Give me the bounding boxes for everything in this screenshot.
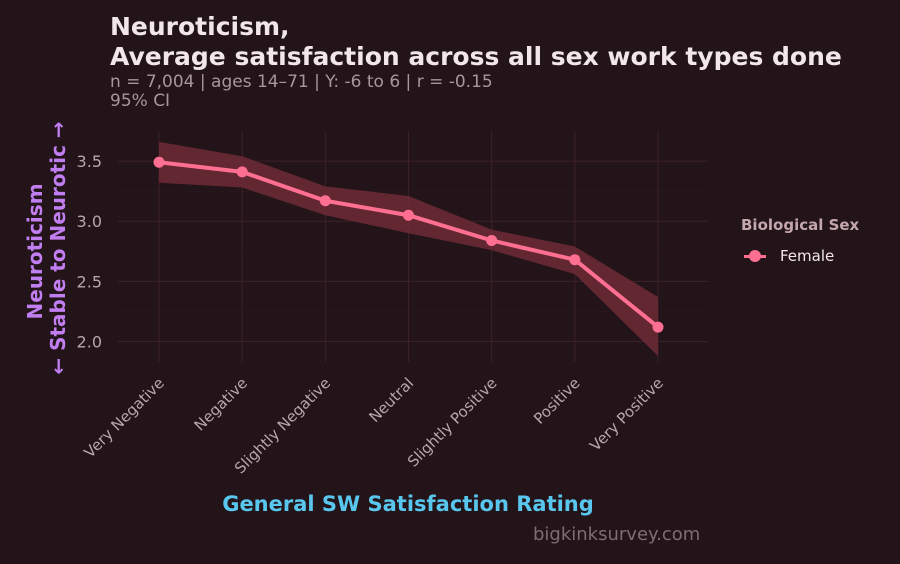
data-point-2 — [319, 195, 331, 207]
series-point-layer — [153, 156, 664, 333]
y-axis-label-line2: ← Stable to Neurotic → — [46, 121, 70, 374]
data-point-1 — [236, 166, 248, 178]
y-tick-label-3: 3.5 — [77, 152, 102, 171]
legend-item-female: Female — [742, 246, 834, 266]
legend-key-icon — [742, 246, 768, 266]
y-axis-label: Neuroticism ← Stable to Neurotic → — [23, 121, 70, 374]
chart-subtitle: n = 7,004 | ages 14–71 | Y: -6 to 6 | r … — [110, 73, 493, 111]
x-tick-label-6: Very Positive — [586, 374, 667, 455]
confidence-ribbon — [159, 141, 658, 356]
legend-item-label: Female — [780, 247, 835, 265]
y-tick-label-1: 2.5 — [77, 272, 102, 291]
data-point-4 — [486, 234, 498, 246]
y-axis-label-line1: Neuroticism — [23, 183, 47, 319]
chart-title-line1: Neuroticism, — [110, 12, 290, 41]
y-tick-label-0: 2.0 — [77, 333, 102, 352]
x-tick-label-3: Neutral — [365, 374, 417, 426]
chart-title-line2: Average satisfaction across all sex work… — [110, 42, 842, 71]
data-point-0 — [153, 156, 165, 168]
data-point-5 — [569, 254, 581, 266]
data-point-3 — [403, 209, 414, 221]
y-tick-label-2: 3.0 — [77, 212, 102, 231]
confidence-ribbon-layer — [159, 141, 658, 356]
y-tick-labels: 2.0 2.5 3.0 3.5 — [77, 152, 102, 351]
x-tick-label-4: Slightly Positive — [404, 374, 500, 470]
x-tick-label-0: Very Negative — [81, 374, 168, 461]
chart-title: Neuroticism, Average satisfaction across… — [110, 12, 842, 72]
chart-subtitle-ci: 95% CI — [110, 91, 171, 111]
data-point-6 — [652, 321, 664, 333]
legend-title: Biological Sex — [741, 216, 860, 234]
legend-key-point — [749, 250, 761, 262]
x-tick-label-5: Positive — [530, 374, 584, 428]
x-tick-label-1: Negative — [191, 374, 251, 434]
chart-subtitle-stats: n = 7,004 | ages 14–71 | Y: -6 to 6 | r … — [110, 72, 493, 92]
source-credit: bigkinksurvey.com — [533, 524, 701, 545]
x-axis-label: General SW Satisfaction Rating — [222, 492, 594, 516]
